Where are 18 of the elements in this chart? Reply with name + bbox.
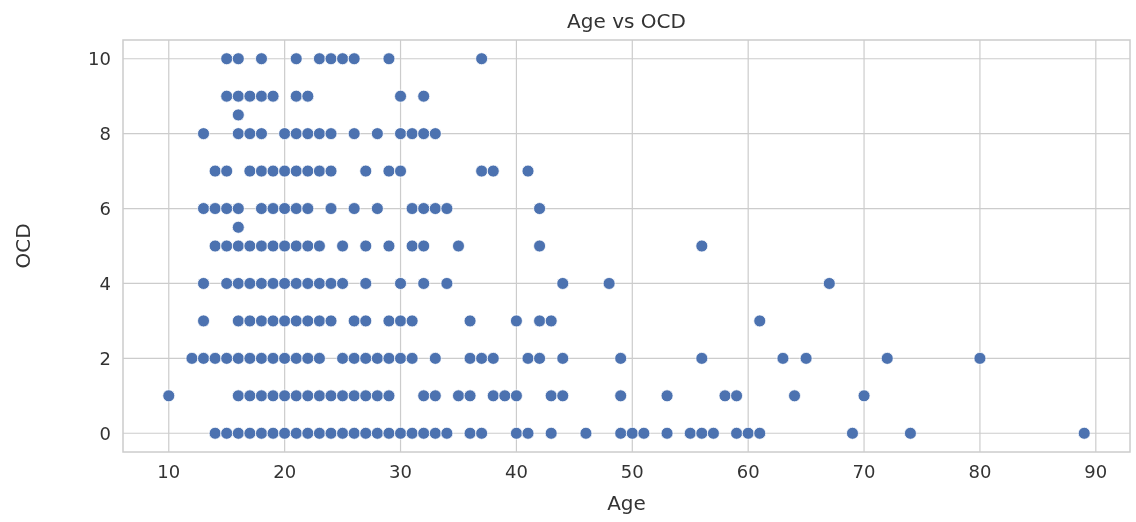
x-tick-label: 70	[852, 461, 876, 482]
x-tick-label: 30	[389, 461, 412, 482]
x-tick-label: 40	[504, 461, 528, 482]
y-tick-label: 8	[99, 122, 111, 144]
x-tick-label: 10	[157, 461, 181, 482]
y-tick-label: 10	[88, 48, 111, 70]
y-tick-label: 0	[99, 422, 111, 444]
x-tick-label: 80	[968, 461, 992, 482]
y-tick-label: 4	[99, 272, 111, 294]
y-tick-label: 6	[99, 197, 111, 219]
y-axis-title: OCD	[11, 223, 35, 269]
x-axis-title: Age	[607, 491, 646, 515]
x-tick-label: 60	[736, 461, 760, 482]
x-tick-label: 50	[620, 461, 644, 482]
x-tick-label: 90	[1084, 461, 1108, 482]
y-tick-label: 2	[99, 347, 111, 369]
chart-title: Age vs OCD	[567, 9, 686, 33]
x-tick-label: 20	[273, 461, 297, 482]
